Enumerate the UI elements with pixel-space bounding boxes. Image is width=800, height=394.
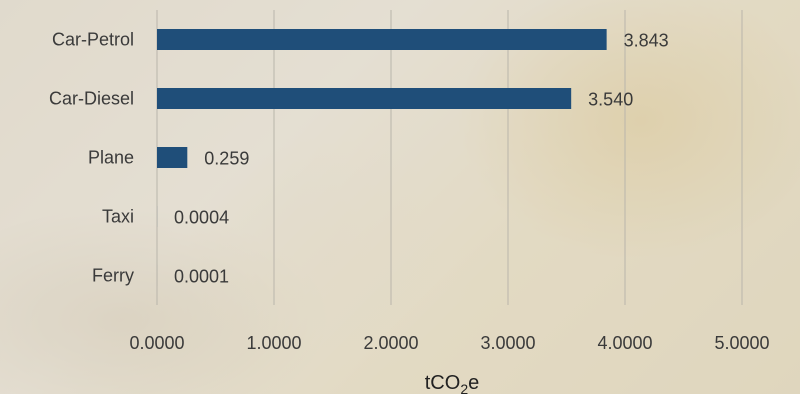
x-axis-title-main: tCO [425,372,461,394]
value-label-taxi: 0.0004 [174,208,229,228]
gridlines [156,10,743,305]
x-axis-title-tail: e [468,372,479,394]
bar-plane [157,147,188,168]
bars [157,29,607,286]
x-tick-label-3: 3.0000 [480,333,535,353]
labels: 0.0000 1.0000 2.0000 3.0000 4.0000 5.0000 Car-… [49,30,770,354]
value-label-car-diesel: 3.540 [588,90,633,110]
value-label-plane: 0.259 [204,149,249,169]
category-label-car-petrol: Car-Petrol [52,30,134,50]
category-label-car-diesel: Car-Diesel [49,89,134,109]
x-axis-title-subscript: 2 [460,381,468,394]
value-label-ferry: 0.0001 [174,267,229,287]
x-tick-label-5: 5.0000 [714,333,769,353]
x-tick-label-2: 2.0000 [363,333,418,353]
category-label-plane: Plane [88,148,134,168]
category-label-ferry: Ferry [92,266,134,286]
x-tick-label-0: 0.0000 [129,333,184,353]
x-axis-title: tCO2e [425,372,479,394]
value-label-car-petrol: 3.843 [624,31,669,51]
bar-car-petrol [157,29,607,50]
x-tick-label-1: 1.0000 [246,333,301,353]
category-label-taxi: Taxi [102,207,134,227]
x-tick-label-4: 4.0000 [597,333,652,353]
bar-car-diesel [157,88,572,109]
